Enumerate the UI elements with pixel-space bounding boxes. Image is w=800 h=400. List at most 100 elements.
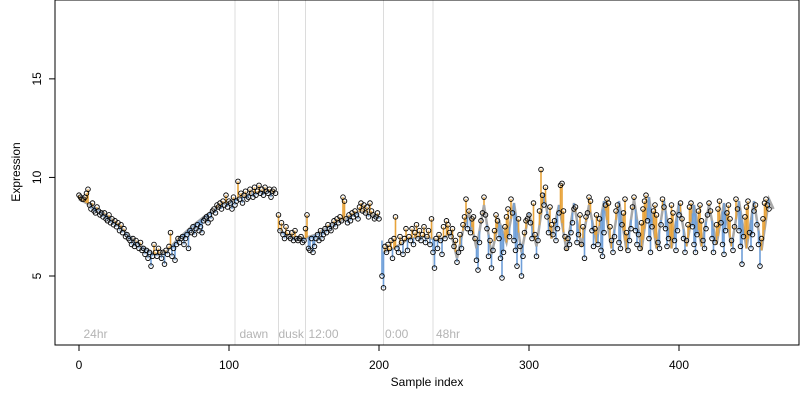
data-point (391, 235, 397, 242)
data-point (533, 253, 540, 260)
data-point (622, 196, 628, 202)
data-point (172, 257, 178, 263)
data-point (754, 221, 760, 228)
data-point (596, 216, 603, 222)
data-point (167, 229, 174, 236)
data-point (400, 251, 406, 258)
data-point (590, 243, 597, 250)
data-point (389, 255, 396, 262)
data-point (365, 214, 372, 220)
data-point (551, 218, 558, 224)
data-point (547, 204, 553, 210)
data-point (535, 237, 541, 244)
data-point (593, 212, 600, 218)
data-point (613, 208, 619, 214)
data-point (332, 223, 339, 230)
data-point (619, 221, 625, 228)
data-point (412, 229, 418, 236)
data-point (620, 210, 627, 216)
data-point (181, 241, 187, 248)
data-point (154, 253, 160, 260)
data-point (611, 233, 618, 240)
data-point (575, 231, 582, 238)
data-point (298, 233, 304, 240)
data-point (490, 247, 496, 254)
data-point (760, 216, 766, 222)
data-point (191, 231, 198, 238)
data-point (641, 198, 648, 204)
x-tick-label: 400 (669, 358, 689, 372)
annotation-label: dawn (240, 327, 269, 341)
x-tick-label: 200 (369, 358, 389, 372)
data-point (616, 239, 622, 246)
data-point (506, 233, 513, 240)
data-point (515, 216, 522, 222)
data-point (601, 229, 607, 236)
data-point (170, 245, 177, 252)
data-point (751, 208, 757, 214)
data-point (169, 253, 175, 260)
data-point (577, 212, 583, 218)
data-point (413, 221, 420, 228)
data-point (614, 202, 621, 208)
data-point (707, 208, 714, 214)
data-point (670, 210, 676, 216)
data-point (766, 206, 772, 212)
data-point (488, 265, 495, 271)
data-point (410, 241, 417, 248)
data-point (550, 231, 556, 238)
data-point (364, 204, 370, 210)
data-point (644, 218, 651, 224)
data-point (671, 237, 678, 244)
data-point (227, 200, 234, 206)
data-point (569, 220, 576, 226)
data-point (748, 245, 754, 252)
data-point (184, 231, 190, 238)
data-point (407, 237, 414, 244)
data-point (584, 210, 591, 216)
data-point (145, 255, 151, 262)
data-point (749, 231, 756, 238)
data-point (268, 194, 274, 200)
data-point (617, 245, 624, 252)
data-point (230, 194, 237, 200)
data-point (392, 214, 399, 220)
data-point (509, 210, 516, 216)
data-point (514, 263, 520, 269)
data-points (76, 166, 772, 291)
data-point (755, 241, 762, 248)
data-point (626, 237, 633, 244)
data-point (668, 202, 675, 208)
data-point (317, 227, 324, 234)
data-point (497, 255, 504, 262)
data-point (745, 198, 751, 204)
data-point (752, 202, 759, 208)
data-point (473, 257, 480, 263)
data-point (592, 225, 598, 232)
data-point (376, 216, 382, 222)
data-point (235, 178, 241, 185)
data-point (341, 198, 348, 204)
data-point (395, 249, 402, 256)
data-point (236, 196, 243, 202)
data-point (631, 194, 637, 200)
data-point (301, 237, 307, 244)
data-point (704, 212, 711, 218)
data-point (541, 202, 547, 208)
data-point (199, 229, 205, 236)
x-tick-label: 100 (219, 358, 239, 372)
data-point (520, 253, 526, 260)
data-point (655, 239, 661, 246)
data-point (581, 255, 588, 262)
data-point (605, 200, 612, 206)
data-point (323, 229, 330, 236)
data-point (763, 196, 769, 202)
data-point (151, 241, 157, 248)
data-point (256, 182, 262, 189)
data-point (646, 235, 652, 242)
data-point (640, 206, 646, 212)
data-point (689, 223, 696, 230)
data-point (416, 227, 423, 234)
y-tick-label: 15 (30, 72, 44, 86)
data-point (701, 245, 708, 252)
